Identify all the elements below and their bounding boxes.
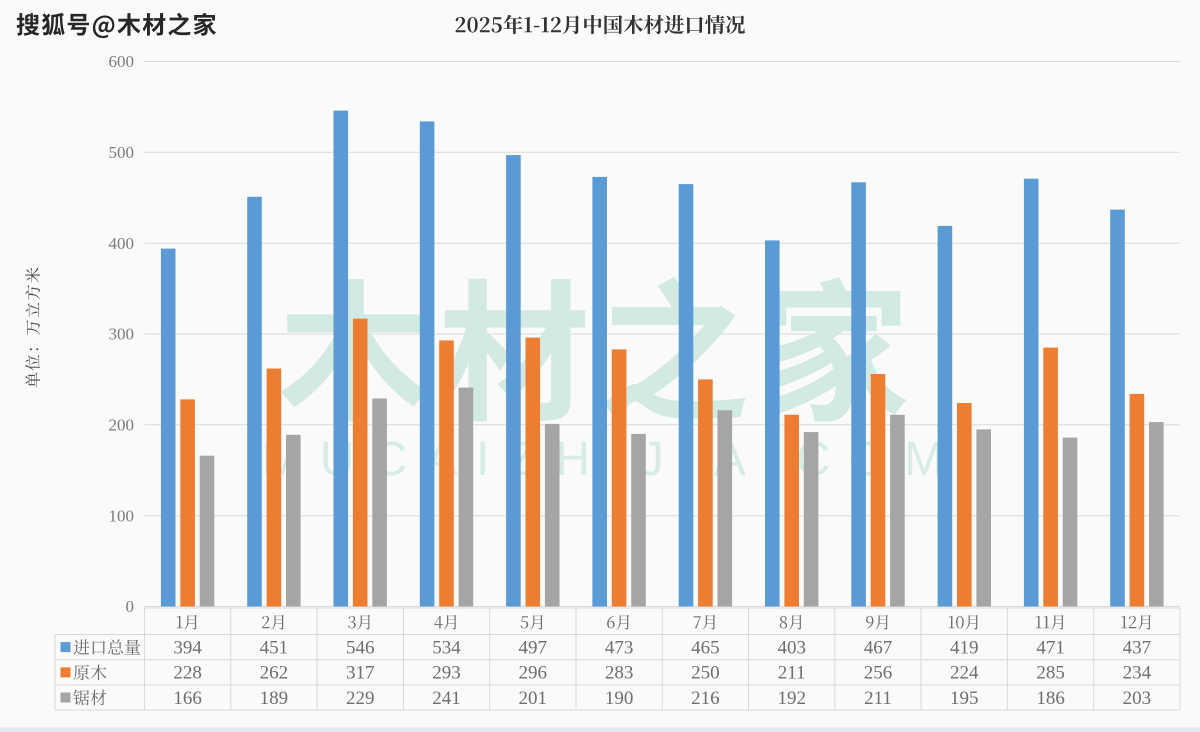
svg-text:317: 317 — [346, 663, 375, 684]
svg-text:465: 465 — [691, 637, 720, 658]
svg-text:203: 203 — [1123, 688, 1152, 709]
svg-text:234: 234 — [1123, 663, 1152, 684]
svg-text:419: 419 — [950, 637, 979, 658]
svg-text:467: 467 — [864, 637, 893, 658]
svg-text:473: 473 — [605, 637, 634, 658]
svg-text:224: 224 — [950, 663, 979, 684]
svg-text:166: 166 — [173, 688, 202, 709]
svg-text:451: 451 — [260, 637, 289, 658]
svg-text:285: 285 — [1036, 663, 1065, 684]
svg-text:497: 497 — [519, 637, 548, 658]
svg-text:250: 250 — [691, 663, 720, 684]
svg-text:262: 262 — [260, 663, 289, 684]
svg-text:189: 189 — [260, 688, 289, 709]
svg-text:534: 534 — [432, 637, 461, 658]
svg-text:186: 186 — [1036, 688, 1065, 709]
svg-text:190: 190 — [605, 688, 634, 709]
svg-text:200: 200 — [109, 415, 135, 434]
svg-text:195: 195 — [950, 688, 979, 709]
svg-text:0: 0 — [126, 597, 135, 616]
svg-text:228: 228 — [173, 663, 202, 684]
svg-text:100: 100 — [109, 506, 135, 525]
svg-text:403: 403 — [777, 637, 806, 658]
svg-text:256: 256 — [864, 663, 893, 684]
svg-text:211: 211 — [778, 663, 806, 684]
svg-text:546: 546 — [346, 637, 375, 658]
svg-text:192: 192 — [777, 688, 806, 709]
svg-text:216: 216 — [691, 688, 720, 709]
svg-text:600: 600 — [109, 52, 135, 71]
svg-text:296: 296 — [519, 663, 548, 684]
svg-text:394: 394 — [173, 637, 202, 658]
svg-text:229: 229 — [346, 688, 375, 709]
svg-text:283: 283 — [605, 663, 634, 684]
svg-text:241: 241 — [432, 688, 461, 709]
svg-text:471: 471 — [1036, 637, 1065, 658]
svg-text:500: 500 — [109, 143, 135, 162]
svg-text:400: 400 — [109, 234, 135, 253]
svg-text:293: 293 — [432, 663, 461, 684]
svg-text:211: 211 — [864, 688, 892, 709]
svg-text:437: 437 — [1123, 637, 1152, 658]
svg-text:201: 201 — [519, 688, 548, 709]
svg-text:300: 300 — [109, 325, 135, 344]
